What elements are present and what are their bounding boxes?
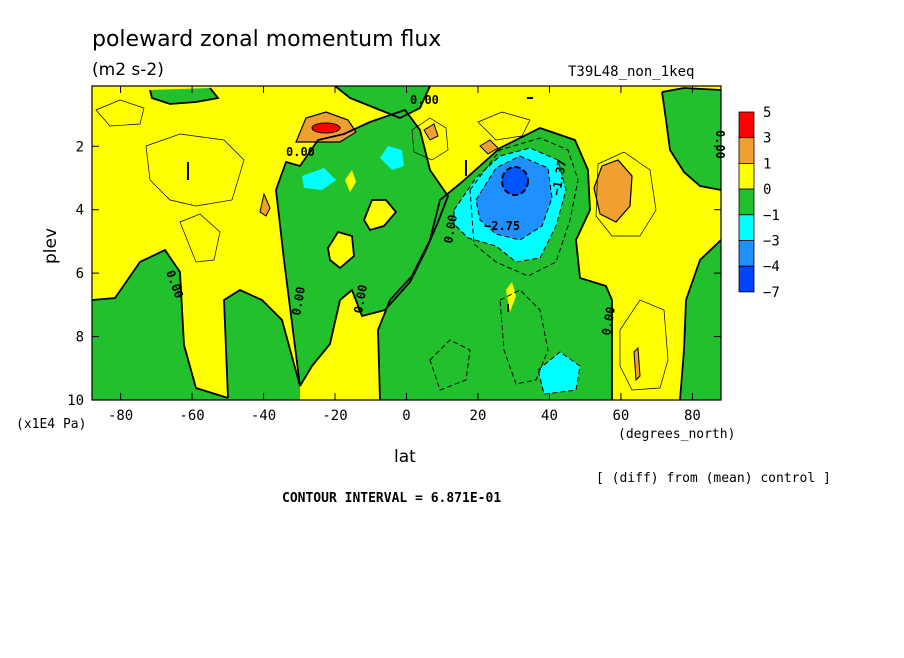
negative-region-top-left	[150, 88, 218, 104]
y-axis: 2 4 6 8 10	[67, 139, 721, 409]
positive-region-3-north	[593, 159, 633, 223]
contour-label: 0.00	[289, 286, 308, 317]
chart-title: poleward zonal momentum flux	[92, 27, 441, 52]
colorbar-label: 5	[763, 105, 771, 121]
x-tick-label: 40	[541, 408, 558, 424]
contour-lines-deep-negative	[501, 166, 529, 196]
contour-labels: 0.00 0.00 0.00 0.00 0.00 0.00 0.00 0.00 …	[163, 93, 727, 337]
negative-region-7-core	[502, 167, 528, 195]
colorbar-swatch	[738, 162, 755, 190]
x-axis-unit: (degrees_north)	[618, 427, 735, 442]
contour-label: 0.00	[441, 214, 460, 245]
x-tick-label: 20	[470, 408, 487, 424]
contour-interval: CONTOUR INTERVAL = 6.871E-01	[282, 491, 501, 506]
positive-hole-4	[506, 282, 516, 312]
positive-hole-3	[345, 170, 356, 192]
contour-label: 0.00	[410, 93, 439, 107]
chart-subtitle: (m2 s-2)	[92, 60, 164, 80]
contour-label: 0.00	[351, 284, 370, 315]
positive-region-3-small-b	[479, 139, 499, 155]
y-tick-label: 4	[76, 203, 84, 219]
negative-region-3-small-a	[380, 146, 404, 170]
x-tick-label: 0	[402, 408, 410, 424]
colorbar-label: 0	[763, 182, 771, 198]
negative-region-northern-upper	[662, 88, 721, 190]
negative-region-4-core	[476, 156, 552, 240]
difference-note: [ (diff) from (mean) control ]	[596, 471, 831, 486]
positive-region-3-small-d	[633, 346, 641, 382]
colorbar-swatch	[738, 137, 755, 164]
x-tick-label: -40	[251, 408, 276, 424]
colorbar-label: −1	[763, 208, 780, 224]
contour-label: −1.37	[549, 159, 569, 197]
x-axis-label: lat	[394, 447, 416, 467]
contour-ticks	[187, 97, 533, 312]
positive-region-3-small-c	[259, 192, 271, 217]
colorbar-label: −7	[763, 285, 780, 301]
colorbar-swatch	[738, 265, 755, 293]
contour-lines-positive	[95, 99, 669, 391]
x-tick-label: 60	[613, 408, 630, 424]
negative-region-top-mid	[335, 86, 430, 118]
y-tick-label: 10	[67, 393, 84, 409]
colorbar-swatch	[738, 214, 755, 241]
negative-region-southern-left	[92, 250, 300, 400]
positive-region-3-small-a	[423, 123, 439, 141]
x-axis: -80 -60 -40 -20 0 20 40 60 80	[108, 86, 701, 424]
contour-label: 0.00	[599, 306, 618, 337]
colorbar: 5 3 1 0 −1 −3 −4 −7	[738, 105, 780, 301]
y-tick-label: 6	[76, 266, 84, 282]
run-label: T39L48_non_1keq	[568, 64, 694, 80]
colorbar-swatch	[738, 111, 755, 139]
colorbar-label: −3	[763, 234, 780, 250]
contour-label: 0.00	[286, 145, 315, 159]
plot-area	[92, 86, 721, 400]
colorbar-swatch	[738, 240, 755, 267]
contour-lines-negative	[429, 137, 581, 395]
y-axis-label: plev	[41, 228, 61, 264]
positive-region-5-peak	[311, 122, 341, 134]
x-tick-label: 80	[684, 408, 701, 424]
contour-lines-zero	[92, 86, 721, 400]
negative-region-northern-lower	[680, 240, 721, 400]
negative-region-3-small-b	[302, 168, 336, 190]
x-tick-label: -20	[322, 408, 347, 424]
colorbar-label: −4	[763, 259, 780, 275]
colorbar-label: 1	[763, 156, 771, 172]
y-tick-label: 8	[76, 330, 84, 346]
colorbar-label: 3	[763, 131, 771, 147]
y-tick-label: 2	[76, 139, 84, 155]
contour-label: 0.00	[713, 130, 727, 159]
y-axis-unit: (x1E4 Pa)	[16, 417, 86, 432]
colorbar-swatch	[738, 188, 755, 216]
positive-hole-1	[364, 200, 396, 230]
positive-hole-2	[328, 232, 354, 268]
contour-label: −2.75	[484, 219, 520, 233]
x-tick-label: -60	[179, 408, 204, 424]
x-tick-label: -80	[108, 408, 133, 424]
negative-region-3-lower	[538, 352, 580, 394]
